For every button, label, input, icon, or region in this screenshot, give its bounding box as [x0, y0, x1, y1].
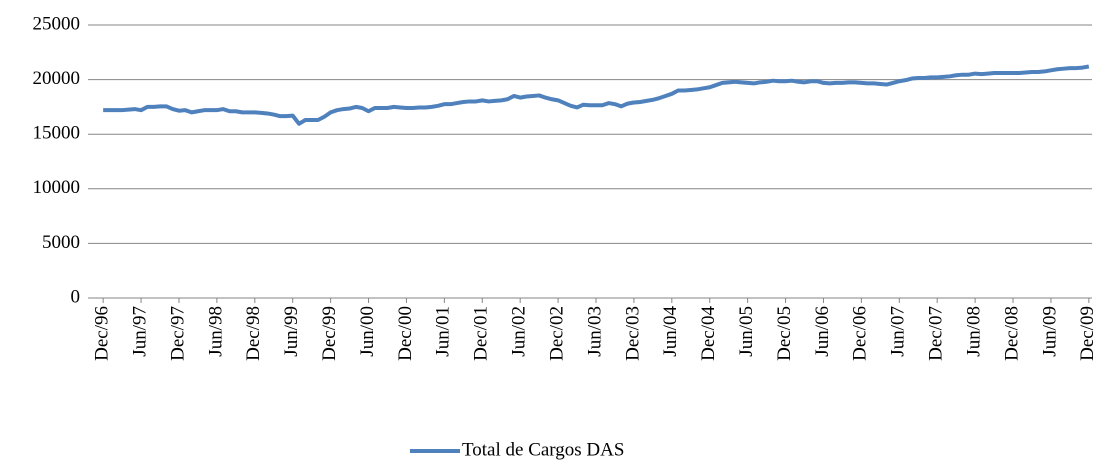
- x-tick-label: Jun/99: [281, 306, 302, 357]
- x-tick-label: Jun/03: [584, 306, 605, 357]
- y-tick-label: 5000: [42, 232, 80, 253]
- x-tick-label: Dec/02: [546, 306, 567, 361]
- y-tick-label: 0: [71, 286, 81, 307]
- x-tick-label: Jun/02: [509, 306, 530, 357]
- x-tick-label: Jun/08: [963, 306, 984, 357]
- x-tick-label: Dec/99: [319, 306, 340, 361]
- x-tick-label: Jun/01: [433, 306, 454, 357]
- x-tick-label: Dec/98: [243, 306, 264, 361]
- x-tick-label: Dec/06: [850, 306, 871, 361]
- x-tick-label: Jun/98: [205, 306, 226, 357]
- x-tick-label: Jun/05: [736, 306, 757, 357]
- x-tick-label: Jun/07: [888, 306, 909, 357]
- x-tick-label: Jun/06: [812, 306, 833, 357]
- x-tick-label: Dec/03: [622, 306, 643, 361]
- x-tick-label: Dec/01: [471, 306, 492, 361]
- x-tick-label: Dec/07: [926, 306, 947, 361]
- x-tick-label: Jun/00: [357, 306, 378, 357]
- y-tick-label: 20000: [33, 68, 81, 89]
- x-tick-label: Dec/08: [1001, 306, 1022, 361]
- y-tick-label: 15000: [33, 123, 81, 144]
- x-tick-label: Dec/00: [395, 306, 416, 361]
- x-tick-label: Dec/05: [774, 306, 795, 361]
- x-tick-label: Dec/04: [698, 306, 719, 361]
- x-tick-label: Dec/96: [92, 306, 113, 361]
- x-tick-label: Jun/97: [129, 306, 150, 357]
- x-tick-label: Jun/04: [660, 306, 681, 357]
- x-tick-label: Dec/09: [1077, 306, 1098, 361]
- legend-label: Total de Cargos DAS: [462, 439, 624, 460]
- x-tick-label: Dec/97: [167, 306, 188, 361]
- y-tick-label: 10000: [33, 177, 81, 198]
- y-tick-label: 25000: [33, 13, 81, 34]
- x-tick-label: Jun/09: [1039, 306, 1060, 357]
- line: [103, 64, 1090, 126]
